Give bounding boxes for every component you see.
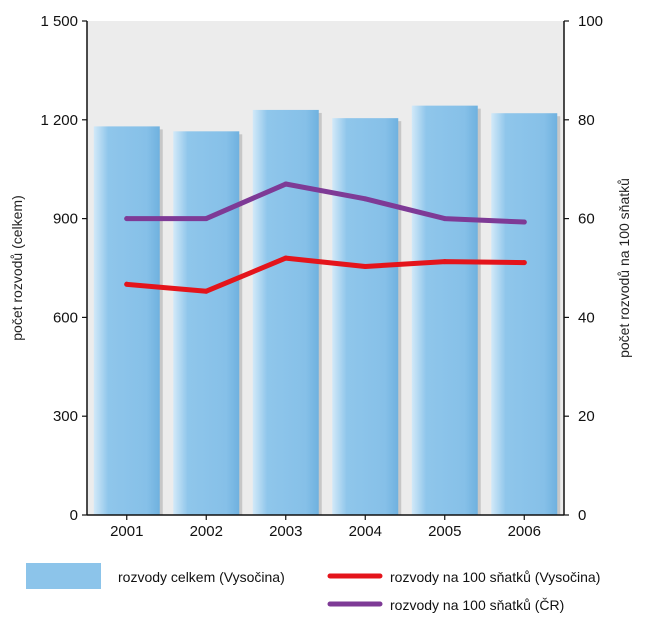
y2-tick-label: 60: [578, 211, 595, 228]
bar-2003: [252, 109, 319, 516]
x-tick-label: 2006: [508, 523, 541, 540]
line-point-1-2004: [362, 264, 368, 270]
y2-tick-label: 0: [578, 507, 586, 524]
line-point-1-2006: [521, 260, 527, 266]
x-tick-label: 2001: [110, 523, 143, 540]
y2-axis-title: počet rozvodů na 100 sňatků: [616, 178, 632, 358]
line-point-2-2005: [442, 216, 448, 222]
y-axis-title: počet rozvodů (celkem): [9, 195, 25, 341]
y-tick-label: 300: [53, 408, 78, 425]
y-tick-label: 1 200: [40, 112, 78, 129]
line-point-1-2003: [283, 255, 289, 261]
line-point-2-2001: [124, 216, 130, 222]
legend-swatch-bar: [26, 563, 101, 589]
bar-2005: [411, 105, 478, 515]
line-point-1-2001: [124, 281, 130, 287]
legend-label-bar: rozvody celkem (Vysočina): [118, 569, 285, 585]
x-tick-label: 2003: [269, 523, 302, 540]
y2-tick-label: 80: [578, 112, 595, 129]
legend-label-line-2: rozvody na 100 sňatků (ČR): [390, 597, 564, 613]
x-tick-label: 2005: [428, 523, 461, 540]
bar-2006: [491, 113, 558, 516]
line-point-2-2002: [203, 216, 209, 222]
line-point-1-2005: [442, 259, 448, 265]
bar-2002: [173, 131, 240, 515]
legend: rozvody celkem (Vysočina) rozvody na 100 …: [26, 563, 600, 613]
line-point-2-2003: [283, 181, 289, 187]
line-point-1-2002: [203, 288, 209, 294]
line-point-2-2004: [362, 196, 368, 202]
y-tick-label: 900: [53, 211, 78, 228]
y2-tick-label: 20: [578, 408, 595, 425]
bar-2004: [332, 118, 399, 516]
bar-2001: [93, 126, 160, 516]
legend-label-line-1: rozvody na 100 sňatků (Vysočina): [390, 569, 600, 585]
x-tick-label: 2002: [190, 523, 223, 540]
y-tick-label: 600: [53, 309, 78, 326]
line-point-2-2006: [521, 219, 527, 225]
y-tick-label: 1 500: [40, 13, 78, 30]
plot-area: [87, 21, 564, 515]
x-tick-label: 2004: [349, 523, 382, 540]
line-series-1: [124, 255, 527, 294]
bars-layer: [93, 105, 561, 516]
y2-tick-label: 100: [578, 13, 603, 30]
line-series-2: [124, 181, 527, 225]
lines-layer: [124, 181, 527, 294]
y-tick-label: 0: [70, 507, 78, 524]
y2-tick-label: 40: [578, 309, 595, 326]
